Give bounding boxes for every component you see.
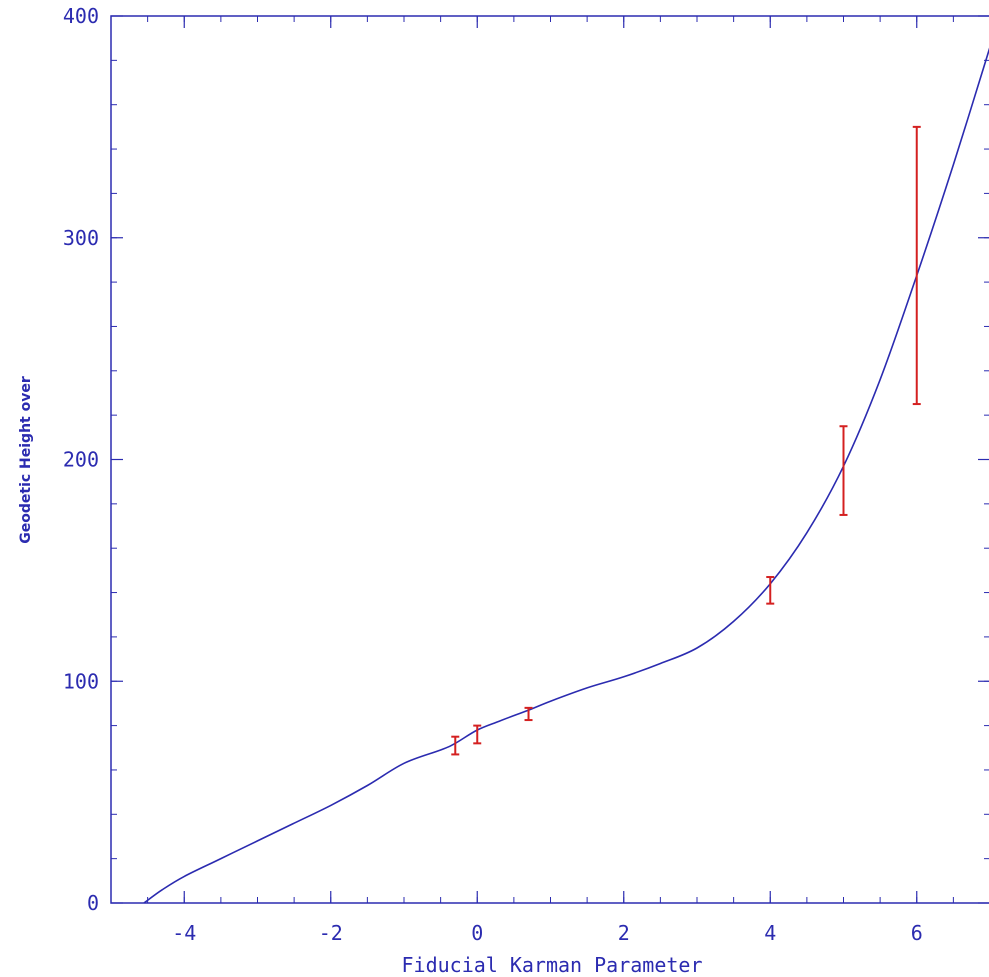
error-bar (451, 735, 460, 756)
y-tick-label: 400 (63, 4, 99, 28)
error-bar (524, 706, 533, 722)
error-bar (839, 425, 848, 516)
y-tick-label: 0 (87, 891, 99, 915)
y-axis-title: Geodetic Height over (18, 376, 34, 544)
major-ticks (111, 15, 989, 904)
series-layer (143, 47, 989, 904)
fit-curve (143, 47, 989, 904)
error-bar (766, 576, 775, 605)
x-axis-title: Fiducial Karman Parameter (401, 953, 702, 977)
plot-frame (110, 15, 989, 904)
error-bar (473, 724, 482, 745)
x-tick-label: 0 (471, 921, 483, 945)
x-tick-label: 4 (764, 921, 776, 945)
x-tick-label: -2 (319, 921, 343, 945)
error-bar (912, 125, 921, 406)
y-tick-label: 300 (63, 226, 99, 250)
x-tick-label: 2 (618, 921, 630, 945)
y-tick-label: 100 (63, 669, 99, 693)
y-tick-label: 200 (63, 448, 99, 472)
minor-ticks (110, 15, 989, 904)
tick-labels: -4 -2 0 2 4 6 0 100 200 300 400 (63, 4, 923, 945)
plot-frame-rect (110, 15, 989, 904)
x-tick-label: 6 (911, 921, 923, 945)
x-tick-label: -4 (172, 921, 196, 945)
